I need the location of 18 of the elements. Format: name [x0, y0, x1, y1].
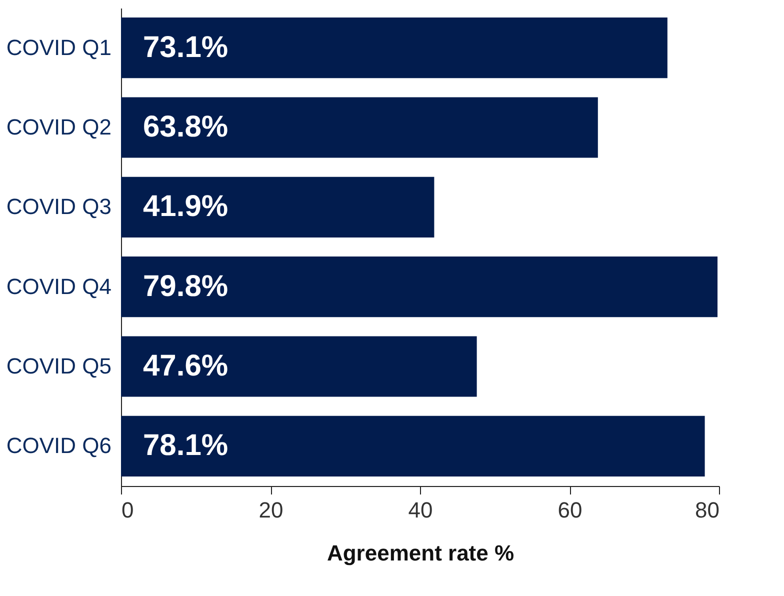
y-tick-label: COVID Q6	[6, 433, 112, 458]
y-tick-label: COVID Q5	[6, 354, 112, 378]
x-tick-label: 40	[408, 498, 433, 522]
y-tick-label: COVID Q4	[6, 274, 112, 299]
data-label: 63.8%	[143, 110, 228, 144]
data-label: 41.9%	[143, 190, 228, 224]
x-tick-label: 0	[122, 498, 134, 522]
y-tick-label: COVID Q1	[6, 34, 112, 60]
data-label: 79.8%	[143, 270, 228, 303]
x-tick-label: 20	[258, 498, 284, 522]
y-tick-label: COVID Q3	[6, 194, 112, 220]
x-tick-label: 60	[558, 498, 582, 522]
y-tick-label: COVID Q2	[6, 114, 112, 140]
data-label: 78.1%	[143, 429, 228, 462]
data-label: 47.6%	[143, 350, 228, 382]
x-axis-title: Agreement rate %	[326, 540, 514, 566]
x-tick-label: 80	[695, 498, 720, 522]
data-label: 73.1%	[143, 30, 228, 64]
